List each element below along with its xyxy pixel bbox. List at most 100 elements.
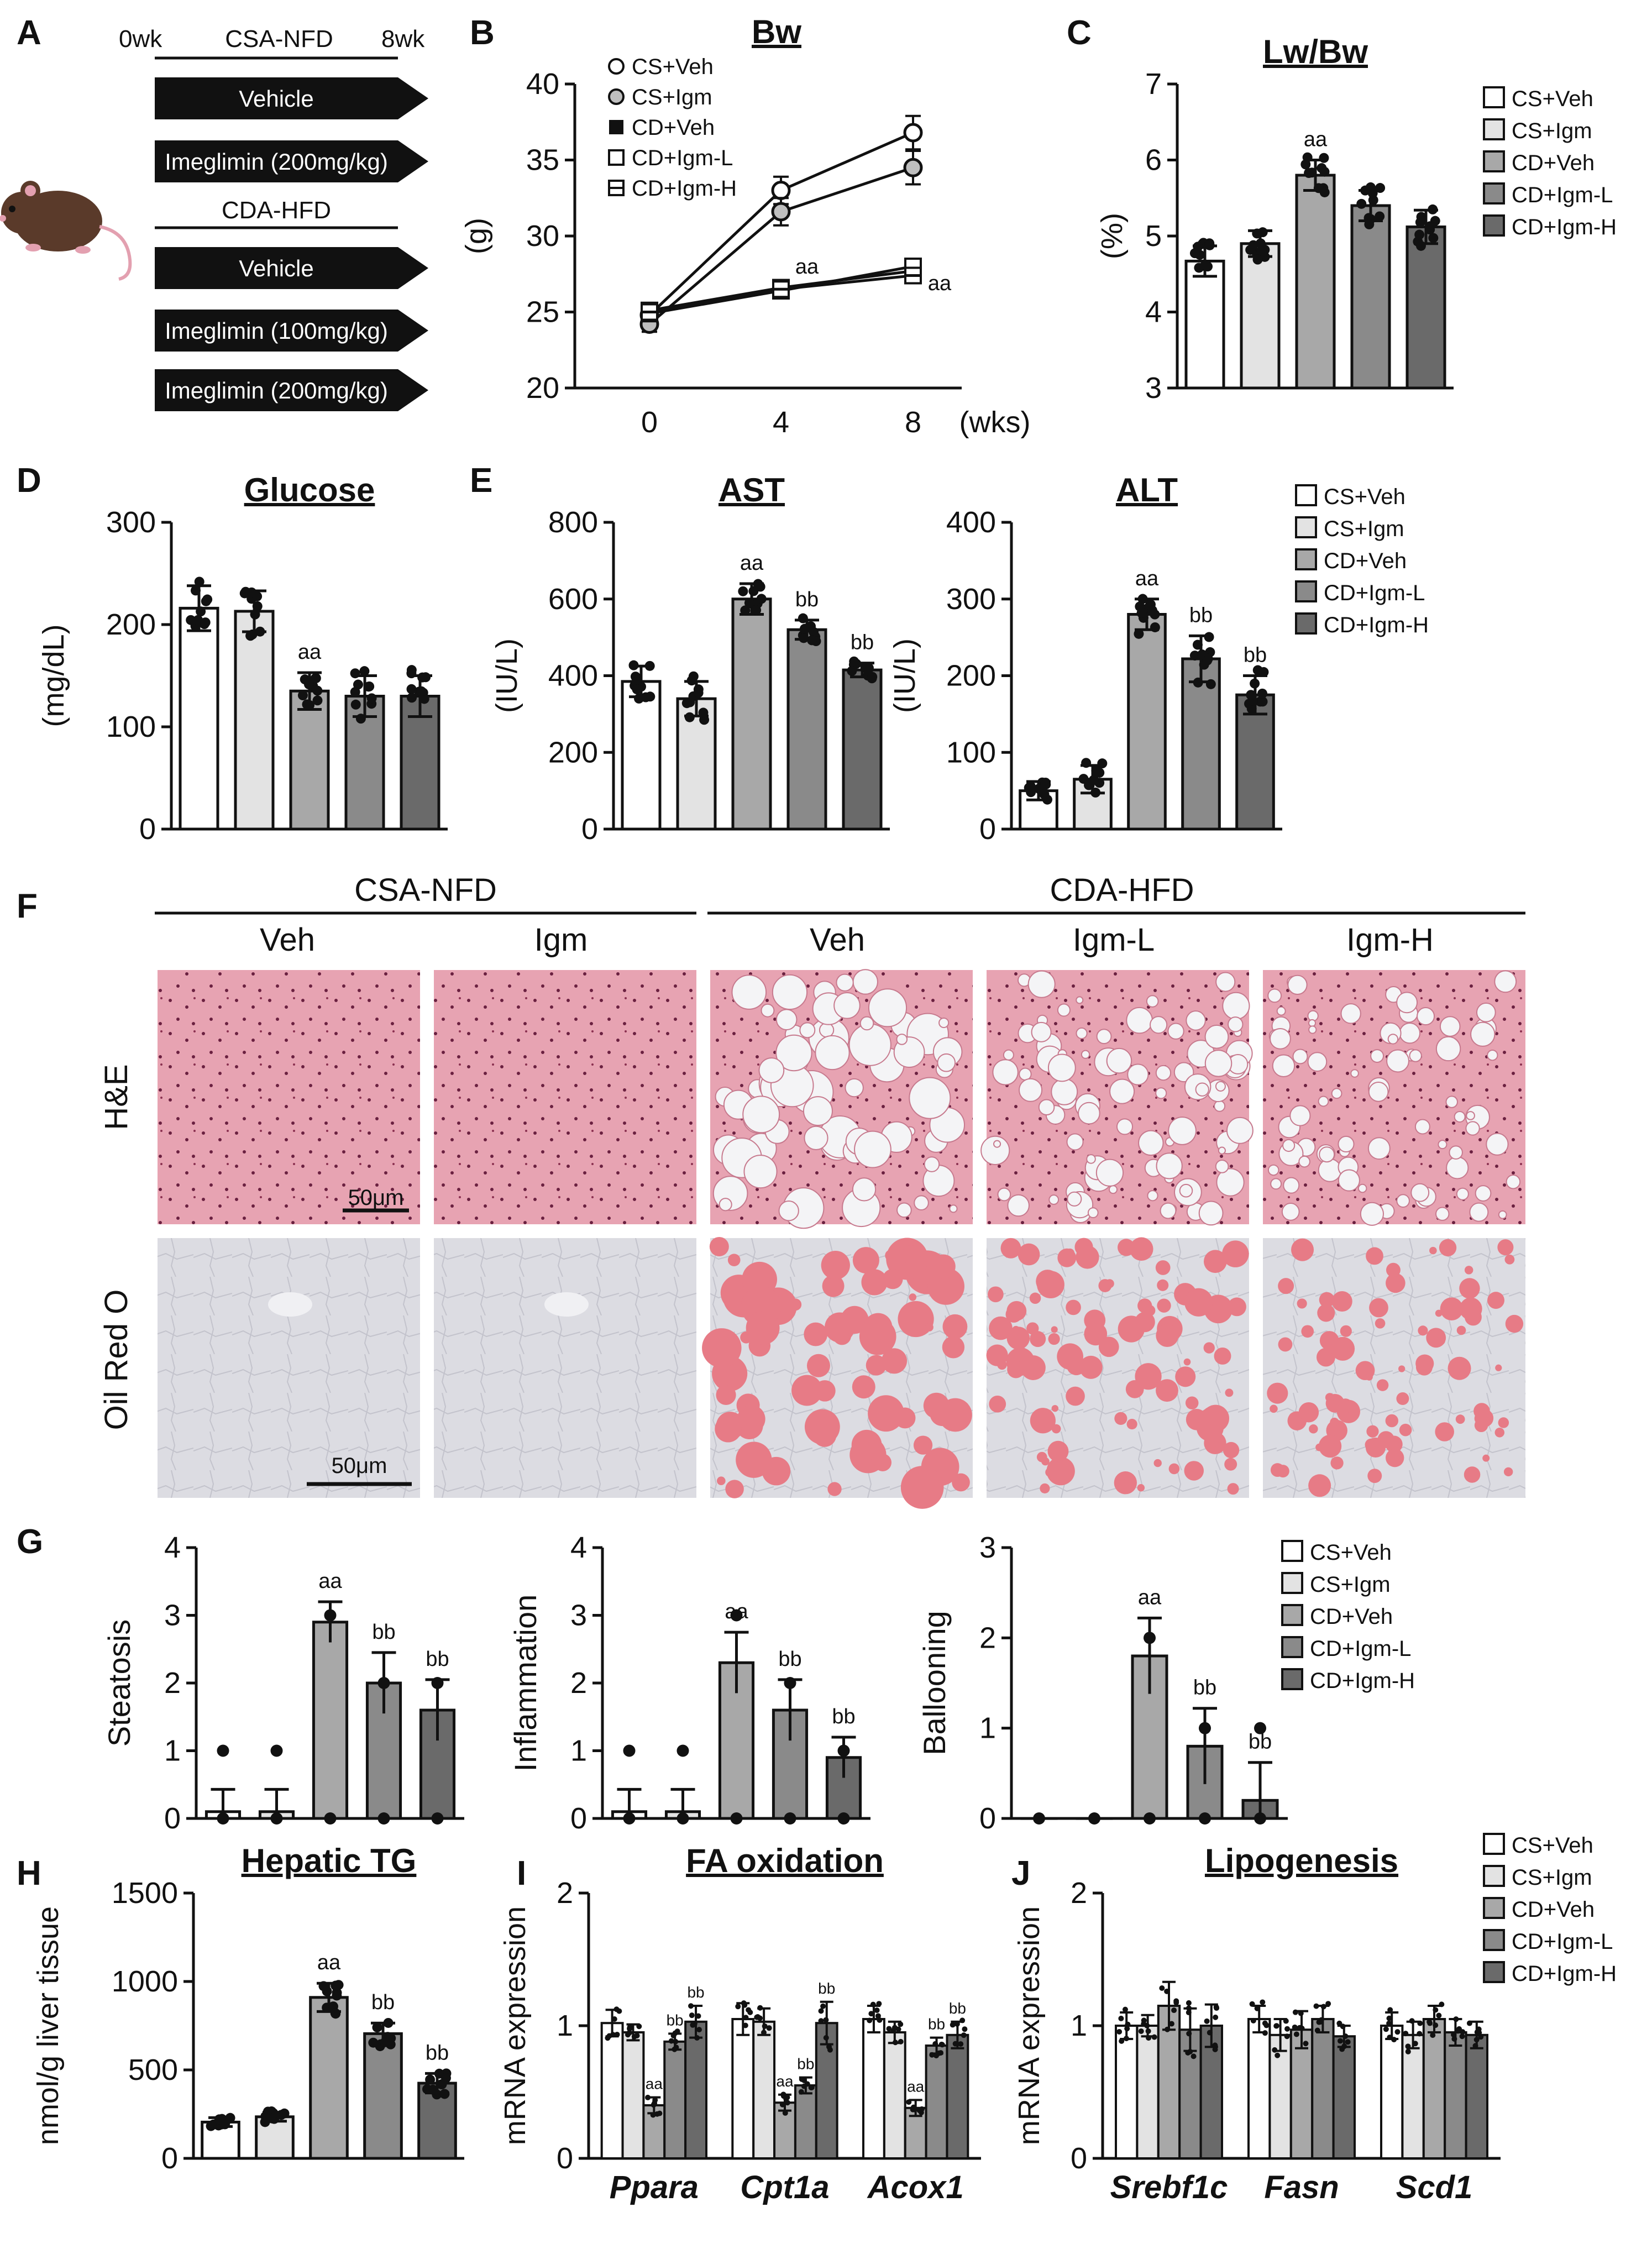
- y-axis-label: mRNA expression: [499, 1906, 532, 2145]
- data-point: [1345, 2039, 1351, 2045]
- lipid-vacuole: [1357, 1183, 1367, 1193]
- legend-label: CD+Veh: [632, 116, 715, 140]
- lipid-vacuole: [1038, 1099, 1055, 1116]
- data-point: [681, 698, 692, 709]
- lipid-vacuole: [1487, 1049, 1498, 1061]
- data-point: [1453, 2016, 1459, 2022]
- data-point: [1204, 240, 1215, 250]
- lipid-droplet: [791, 1375, 822, 1406]
- bar: [1199, 2025, 1224, 2159]
- lipid-droplet: [1459, 1297, 1482, 1320]
- data-point: [1427, 2019, 1433, 2025]
- legend-swatch: [1281, 1572, 1303, 1594]
- lipid-droplet: [1057, 1343, 1083, 1370]
- legend-swatch: [1295, 548, 1317, 570]
- lipid-droplet: [1439, 1239, 1457, 1257]
- lipid-vacuole: [1410, 1183, 1430, 1202]
- data-point: [217, 1744, 229, 1757]
- legend-label: CD+Igm-L: [632, 146, 733, 170]
- lipid-droplet: [1175, 1366, 1196, 1387]
- lipid-droplet: [1155, 1260, 1171, 1275]
- data-point: [1257, 696, 1268, 707]
- data-point: [1186, 2000, 1192, 2006]
- panel-label-j: J: [1011, 1854, 1030, 1892]
- data-point: [804, 2081, 810, 2087]
- lipid-vacuole: [1167, 1023, 1184, 1040]
- data-point: [1409, 2018, 1415, 2024]
- significance-label: aa: [907, 2078, 925, 2095]
- x-tick-label: 4: [773, 406, 789, 439]
- lipid-vacuole: [1195, 1082, 1209, 1097]
- bar: [312, 1621, 349, 1820]
- data-point: [1204, 2018, 1210, 2024]
- lipid-vacuole: [761, 1003, 775, 1018]
- lipid-vacuole: [775, 1009, 798, 1031]
- legend-marker: [608, 149, 625, 166]
- y-tick-label: 3: [570, 1599, 587, 1632]
- data-point: [1138, 2028, 1144, 2034]
- data-point: [1122, 2006, 1128, 2012]
- data-point: [799, 633, 809, 643]
- lipid-vacuole: [1214, 1100, 1226, 1112]
- lipid-vacuole: [1350, 1069, 1359, 1078]
- legend-label: CD+Igm-H: [632, 176, 737, 201]
- legend-swatch: [1281, 1604, 1303, 1626]
- panel-label-b: B: [470, 14, 495, 52]
- data-point: [1168, 2021, 1174, 2027]
- data-point: [1433, 2007, 1439, 2013]
- data-point: [1147, 605, 1157, 616]
- y-tick-label: 300: [106, 506, 156, 539]
- data-point: [870, 2001, 876, 2007]
- data-point: [1257, 688, 1268, 699]
- legend-swatch: [1295, 516, 1317, 538]
- legend-label: CS+Igm: [1324, 517, 1404, 541]
- panel-g-inflammation-bar-chart: 0 1 2 3 4 Inflammation aa bb bb: [508, 1531, 870, 1835]
- mouse-icon: [0, 181, 132, 281]
- data-point: [696, 2027, 702, 2033]
- scale-bar-label: 50μm: [348, 1186, 404, 1210]
- data-point: [1405, 2043, 1411, 2049]
- lipid-vacuole: [1215, 1081, 1226, 1092]
- lipid-droplet: [1316, 1348, 1335, 1367]
- data-point: [1151, 2034, 1157, 2040]
- histology-column-label: Veh: [260, 922, 315, 958]
- lipid-vacuole: [1445, 1095, 1458, 1108]
- lipid-vacuole: [914, 1195, 929, 1211]
- lipid-droplet: [851, 1429, 882, 1460]
- lipid-vacuole: [1031, 1021, 1052, 1042]
- he-micrograph: [434, 970, 696, 1224]
- data-point: [863, 665, 873, 675]
- panel-g-ballooning-bar-chart: 0 1 2 3 Ballooning aa bb bb: [917, 1531, 1288, 1835]
- legend-label: CS+Igm: [1512, 119, 1592, 143]
- legend-swatch: [1483, 1865, 1505, 1887]
- lipid-droplet: [1376, 1379, 1389, 1391]
- lipid-vacuole: [1155, 1087, 1167, 1099]
- lipid-vacuole: [1308, 1025, 1317, 1034]
- legend-swatch: [1295, 484, 1317, 506]
- data-point: [359, 666, 370, 677]
- lipid-vacuole: [1076, 996, 1084, 1004]
- data-point: [890, 2028, 896, 2034]
- lipid-vacuole: [859, 1016, 874, 1031]
- data-point: [312, 695, 323, 706]
- lipid-droplet: [1012, 1325, 1020, 1334]
- lipid-droplet: [1225, 1388, 1234, 1397]
- lipid-droplet: [866, 1355, 887, 1376]
- bar: [731, 597, 772, 831]
- data-point: [672, 2030, 678, 2036]
- lipid-droplet: [898, 1301, 934, 1338]
- lipid-vacuole: [1108, 1185, 1118, 1194]
- y-tick-label: 0: [164, 1802, 181, 1835]
- legend-swatch: [1483, 1929, 1505, 1951]
- lipid-vacuole: [1454, 1110, 1466, 1123]
- lipid-droplet: [1429, 1246, 1437, 1255]
- data-point: [1383, 2026, 1389, 2032]
- y-tick-label: 0: [1071, 2142, 1087, 2175]
- bar: [842, 668, 883, 831]
- y-axis-label: (IU/L): [888, 638, 921, 713]
- y-tick-label: 200: [946, 659, 996, 693]
- lipid-vacuole: [1066, 1133, 1084, 1151]
- lipid-droplet: [1399, 1423, 1412, 1437]
- lipid-droplet: [901, 1245, 921, 1265]
- data-point: [1430, 2032, 1436, 2038]
